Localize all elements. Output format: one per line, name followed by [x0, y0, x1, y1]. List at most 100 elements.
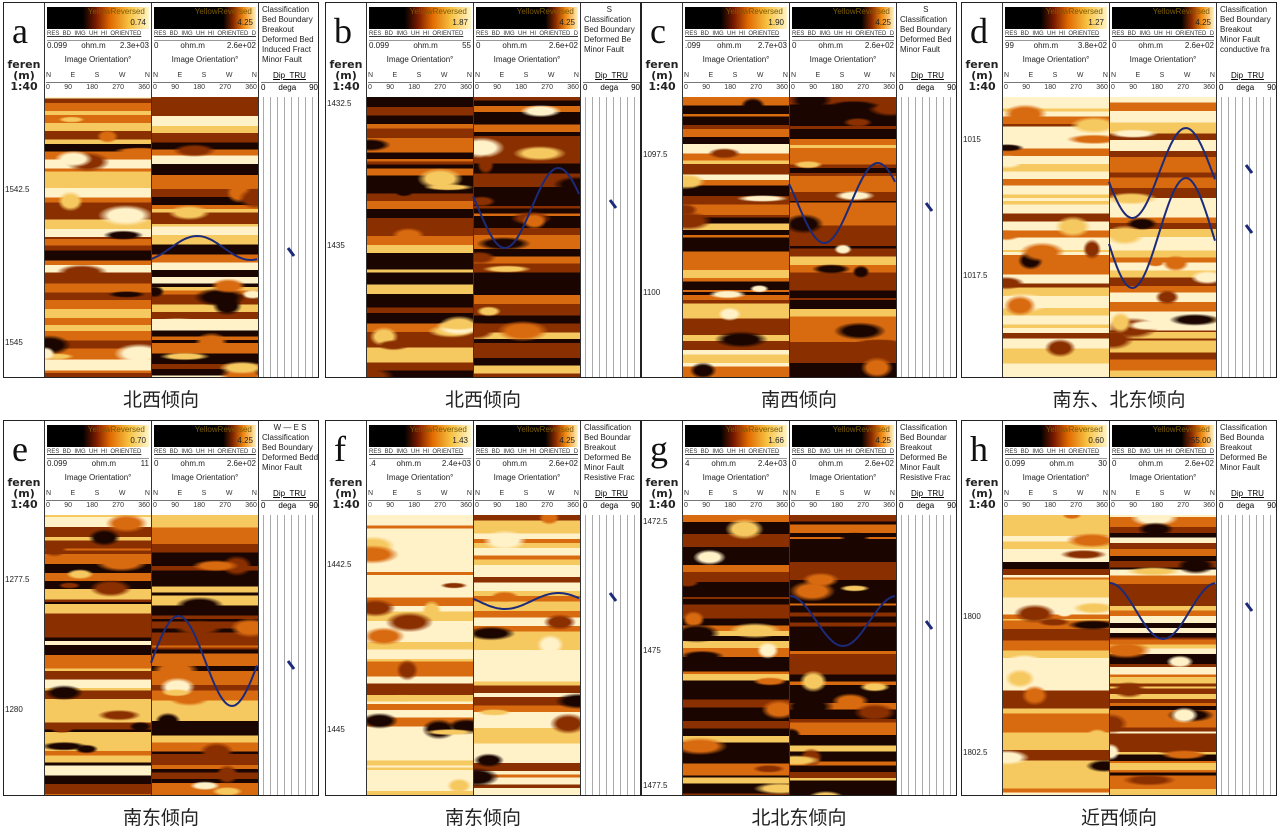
- orientation-label: Image Orientation°: [64, 473, 132, 482]
- direction-tick: E: [815, 72, 821, 79]
- panel-caption: 南东倾向: [444, 807, 521, 829]
- colorbar-name: YellowReversed: [194, 7, 252, 16]
- colorbar-max: 0.74: [130, 18, 146, 27]
- panel-caption: 北西倾向: [444, 389, 521, 411]
- image-track-1: YellowReversed 1.66 RES_BD_IMG_UH_HI_ORIEN…: [682, 421, 789, 795]
- depth-label: 1100: [643, 288, 661, 297]
- dip-scale-tick: 0: [1219, 83, 1224, 92]
- direction-tick: S: [201, 72, 207, 79]
- minor-fault-sinusoid: [472, 166, 580, 250]
- panel-letter: h: [970, 429, 988, 469]
- direction-tick: E: [1028, 72, 1034, 79]
- direction-tick: N: [684, 72, 690, 79]
- degree-tick: 270: [1070, 502, 1082, 509]
- depth-label: 1445: [327, 725, 345, 734]
- direction-tick: N: [466, 72, 472, 79]
- compass-rose: S: [606, 5, 613, 14]
- image-track-1: YellowReversed 1.90 RES_BD_IMG_UH_HI_ORIEN…: [682, 3, 789, 377]
- colorbar-name: YellowReversed: [87, 7, 145, 16]
- range-unit: ohm.m: [81, 41, 106, 50]
- direction-tick: N: [251, 490, 257, 497]
- degree-tick: 360: [1203, 502, 1215, 509]
- track-name: RES_BD_IMG_UH_HI_ORIENTED_DYNAMIC: [1112, 449, 1214, 455]
- degree-tick: 0: [791, 84, 795, 91]
- direction-tick: S: [1159, 72, 1165, 79]
- minor-fault-sinusoid: [788, 161, 896, 245]
- depth-header-line: 1:40: [968, 80, 996, 93]
- degree-ticks: 0 90 180 270 360: [153, 82, 257, 92]
- degree-tick: 180: [408, 502, 420, 509]
- resistivity-range: 0 ohm.m 2.6e+02: [476, 458, 578, 469]
- colorbar-max: 1.87: [452, 18, 468, 27]
- dip-scale-tick: 0: [1219, 501, 1224, 510]
- direction-tick: N: [475, 72, 481, 79]
- direction-tick: W: [863, 490, 871, 497]
- direction-tick: E: [1135, 72, 1141, 79]
- dip-tadpole: [286, 660, 296, 670]
- range-max: 2.6e+02: [864, 41, 894, 50]
- legend-item: Minor Fault: [1220, 463, 1261, 472]
- depth-header-line: 1:40: [10, 498, 38, 511]
- range-max: 2.7e+03: [757, 41, 787, 50]
- legend-item: Bed Boundary: [262, 443, 313, 452]
- direction-tick: N: [782, 72, 788, 79]
- degree-tick: 180: [1151, 502, 1163, 509]
- dip-track: Classification Bed Bounda Breakout Deformed…: [1216, 421, 1276, 795]
- orientation-label: Image Orientation°: [702, 473, 770, 482]
- direction-tick: W: [756, 490, 764, 497]
- legend-item: Minor Fault: [900, 463, 941, 472]
- degree-tick: 270: [541, 502, 553, 509]
- degree-tick: 270: [219, 502, 231, 509]
- range-min: 0: [154, 459, 159, 468]
- legend-item: Bed Boundary: [262, 15, 313, 24]
- depth-label: 1802.5: [963, 748, 988, 757]
- degree-ticks: 0 90 180 270 360: [475, 500, 579, 510]
- orientation-label: Image Orientation°: [386, 473, 454, 482]
- range-min: 0: [792, 459, 797, 468]
- legend-item: Breakout: [900, 443, 933, 452]
- image-track-2: YellowReversed 4.25 RES_BD_IMG_UH_HI_ORIEN…: [1109, 3, 1216, 377]
- colorbar-max: 1.90: [768, 18, 784, 27]
- image-track-2: YellowReversed 255.00 RES_BD_IMG_UH_HI_ORI…: [1109, 421, 1216, 795]
- depth-label: 1435: [327, 241, 345, 250]
- depth-label: 1545: [5, 338, 23, 347]
- direction-tick: W: [547, 72, 555, 79]
- degree-ticks: 0 90 180 270 360: [684, 500, 788, 510]
- minor-fault-sinusoid: [472, 592, 580, 610]
- colorbar-max: 4.25: [875, 18, 891, 27]
- minor-fault-sinusoid: [1108, 177, 1216, 290]
- colorbar-max: 4.25: [237, 436, 253, 445]
- classification-legend: S Classification Bed Boundary Deformed Be Mi…: [584, 5, 635, 55]
- panel-caption: 北西倾向: [122, 389, 199, 411]
- degree-tick: 90: [1022, 84, 1030, 91]
- legend-item: Deformed Bed: [900, 35, 952, 44]
- dip-tadpole: [286, 247, 296, 257]
- direction-tick: W: [1183, 490, 1191, 497]
- panel-caption: 南东、北东倾向: [1052, 389, 1186, 411]
- range-max: 3.8e+02: [1077, 41, 1107, 50]
- resistivity-range: 0.099 ohm.m 2.3e+03: [47, 40, 149, 51]
- direction-tick: S: [416, 490, 422, 497]
- range-max: 2.6e+02: [548, 459, 578, 468]
- direction-tick: N: [791, 490, 797, 497]
- dip-scale-tick: 90: [631, 501, 640, 510]
- depth-header-line: (m): [651, 487, 673, 500]
- degree-tick: 0: [1004, 502, 1008, 509]
- fracture-sinusoid-overlay: [150, 614, 296, 707]
- direction-tick: N: [782, 490, 788, 497]
- colorbar-name: YellowReversed: [87, 425, 145, 434]
- direction-tick: N: [573, 490, 579, 497]
- degree-ticks: 0 90 180 270 360: [368, 82, 472, 92]
- colorbar: YellowReversed 0.74: [47, 7, 149, 29]
- colorbar-name: YellowReversed: [194, 425, 252, 434]
- range-max: 2.3e+03: [119, 41, 149, 50]
- degree-tick: 0: [368, 84, 372, 91]
- degree-tick: 90: [493, 502, 501, 509]
- resistivity-range: 0.099 ohm.m 55: [369, 40, 471, 51]
- depth-header-line: feren: [965, 476, 999, 489]
- colorbar-max: 4.25: [875, 436, 891, 445]
- dip-scale-tick: dega: [278, 83, 297, 92]
- degree-ticks: 0 90 180 270 360: [791, 82, 895, 92]
